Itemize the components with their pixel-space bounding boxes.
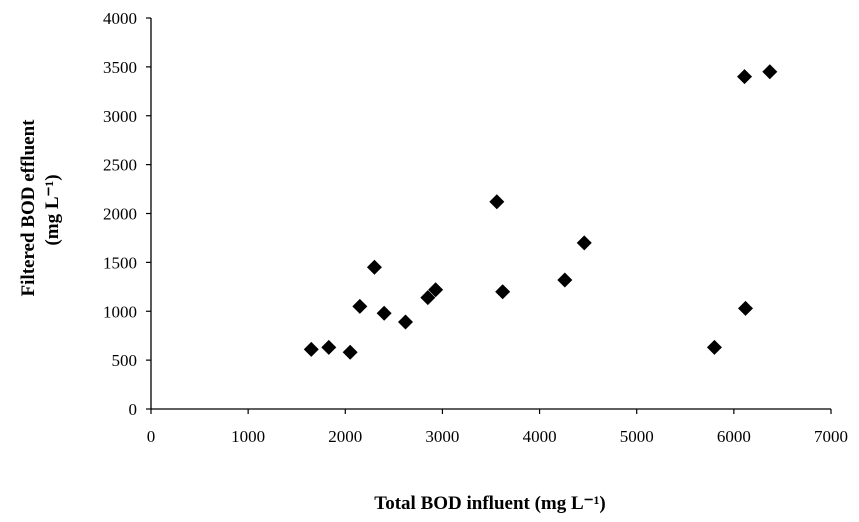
data-point: [366, 259, 382, 275]
x-tick-label: 4000: [523, 427, 557, 446]
x-axis-title: Total BOD influent (mg L⁻¹): [374, 493, 605, 514]
data-point: [321, 339, 337, 355]
data-point: [303, 341, 319, 357]
data-point: [576, 235, 592, 251]
plot-area: 0 500 1000 1500 2000 2500 3000 3500 4000 0 1000 20…: [103, 9, 848, 446]
y-tick-label: 500: [112, 351, 138, 370]
y-tick-label: 4000: [103, 9, 137, 28]
data-point: [738, 300, 754, 316]
data-point: [737, 69, 753, 85]
data-point: [428, 282, 444, 298]
data-point: [420, 290, 436, 306]
data-point: [352, 298, 368, 314]
x-tick-label: 1000: [231, 427, 265, 446]
x-tick-label: 6000: [717, 427, 751, 446]
data-point: [495, 284, 511, 300]
x-tick-label: 3000: [425, 427, 459, 446]
y-axis-title-line1: Filtered BOD effluent: [18, 119, 39, 297]
y-tick-label: 3500: [103, 58, 137, 77]
data-point: [706, 339, 722, 355]
data-point: [762, 64, 778, 80]
y-tick-label: 0: [129, 400, 138, 419]
x-tick-label: 5000: [620, 427, 654, 446]
x-tick-label: 0: [147, 427, 156, 446]
y-tick-label: 2500: [103, 156, 137, 175]
y-tick-label: 1000: [103, 302, 137, 321]
data-point: [342, 344, 358, 360]
data-point: [557, 272, 573, 288]
data-point: [376, 305, 392, 321]
data-point: [489, 194, 505, 210]
x-tick-label: 7000: [814, 427, 848, 446]
x-tick-label: 2000: [328, 427, 362, 446]
data-point: [398, 314, 414, 330]
y-axis-ticks: 0 500 1000 1500 2000 2500 3000 3500 4000: [103, 9, 151, 419]
data-points: [303, 64, 778, 360]
y-axis-title-line2: (mg L⁻¹): [42, 174, 63, 245]
x-axis-ticks: 0 1000 2000 3000 4000 5000 6000 7000: [147, 409, 848, 446]
y-tick-label: 3000: [103, 107, 137, 126]
y-tick-label: 1500: [103, 253, 137, 272]
y-tick-label: 2000: [103, 205, 137, 224]
